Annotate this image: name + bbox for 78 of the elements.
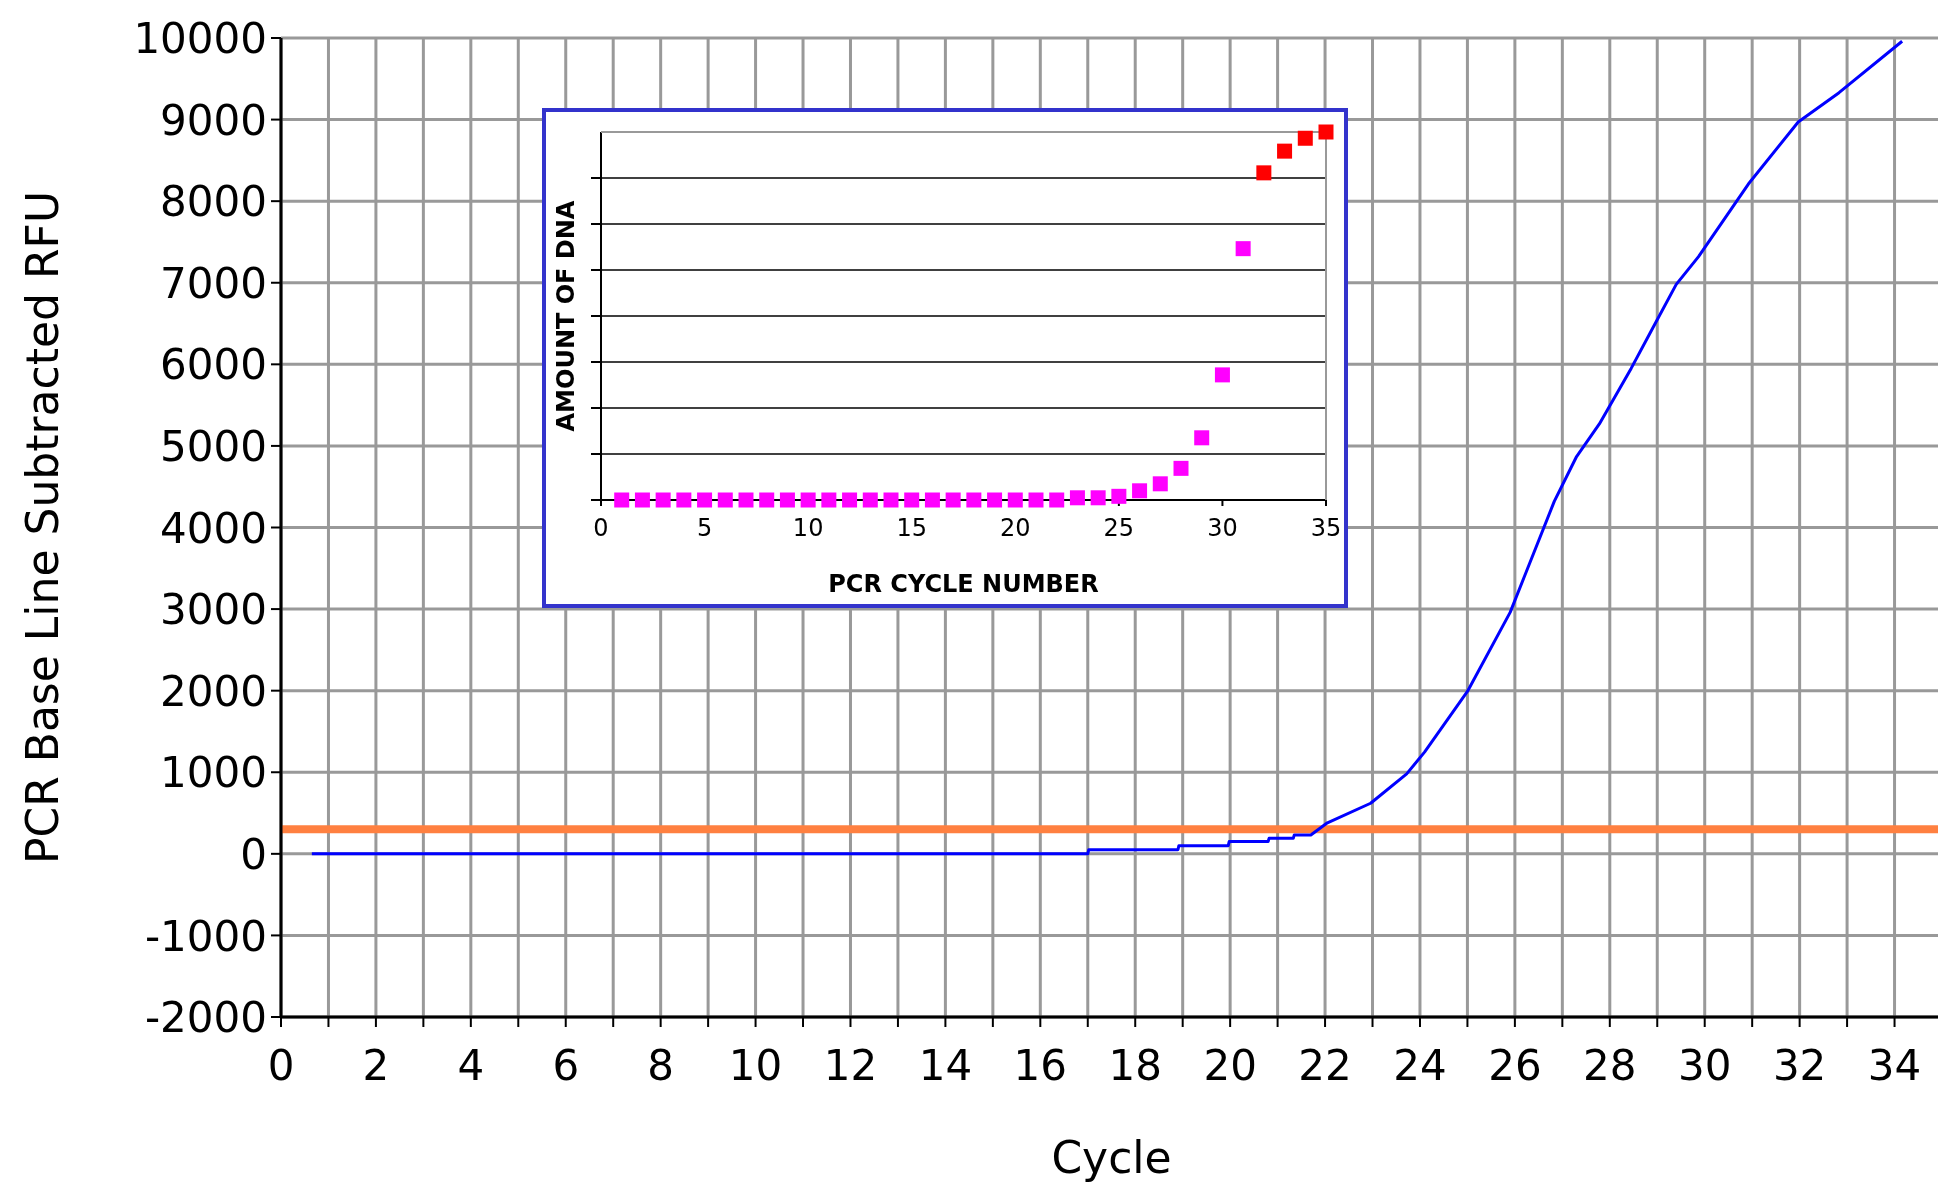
point: [1277, 143, 1293, 159]
point: [945, 492, 961, 508]
x-tick-label: 20: [1203, 1041, 1257, 1090]
y-tick-label: 8000: [160, 177, 267, 227]
x-tick-label: 22: [1298, 1041, 1352, 1090]
point: [759, 492, 775, 508]
y-tick-label: -2000: [144, 993, 267, 1043]
point: [883, 492, 899, 508]
x-tick-label: 0: [593, 514, 609, 542]
x-tick-label: 24: [1393, 1041, 1447, 1090]
y-tick-label: 6000: [160, 340, 267, 390]
point: [1152, 476, 1168, 492]
point: [1194, 430, 1210, 446]
y-tick-label: 1000: [160, 748, 267, 798]
x-tick-label: 12: [823, 1041, 878, 1090]
point: [842, 492, 858, 508]
x-tick-label: 6: [552, 1041, 580, 1090]
point: [697, 492, 713, 508]
y-axis-title: PCR Base Line Subtracted RFU: [17, 190, 68, 865]
x-tick-label: 8: [647, 1041, 675, 1090]
point: [924, 492, 940, 508]
point: [1235, 241, 1251, 257]
y-tick-label: 5000: [160, 422, 267, 472]
point: [717, 492, 733, 508]
point: [1214, 367, 1230, 383]
x-tick-label: 16: [1013, 1041, 1068, 1090]
x-tick-label: 15: [896, 514, 927, 542]
point: [904, 492, 920, 508]
x-tick-label: 30: [1207, 514, 1238, 542]
x-axis-title: Cycle: [1051, 1132, 1172, 1183]
point: [634, 492, 650, 508]
point: [987, 492, 1003, 508]
y-tick-label: 9000: [160, 95, 267, 145]
y-axis-title: AMOUNT OF DNA: [552, 200, 580, 432]
x-axis-title: PCR CYCLE NUMBER: [828, 570, 1099, 598]
y-tick-label: 7000: [160, 258, 267, 308]
point: [676, 492, 692, 508]
x-tick-label: 26: [1488, 1041, 1542, 1090]
point: [1049, 492, 1065, 508]
point: [614, 492, 630, 508]
y-tick-label: 4000: [160, 503, 267, 553]
x-tick-label: 10: [792, 514, 824, 542]
x-tick-label: 34: [1867, 1041, 1922, 1090]
point: [1111, 488, 1127, 504]
x-tick-label: 2: [362, 1041, 390, 1090]
x-tick-label: 25: [1103, 514, 1135, 542]
point: [800, 492, 816, 508]
point: [1069, 490, 1085, 506]
x-tick-label: 28: [1583, 1041, 1637, 1090]
y-tick-label: 0: [240, 829, 267, 879]
point: [821, 492, 837, 508]
point: [1297, 130, 1313, 146]
point: [1173, 460, 1189, 476]
x-tick-label: 20: [1000, 514, 1031, 542]
point: [1256, 165, 1272, 181]
x-tick-label: 14: [918, 1041, 973, 1090]
point: [1090, 490, 1106, 506]
point: [1318, 124, 1334, 140]
x-tick-label: 35: [1310, 514, 1342, 542]
point: [966, 492, 982, 508]
point: [1132, 483, 1148, 499]
y-tick-label: -1000: [144, 911, 267, 961]
point: [1028, 492, 1044, 508]
x-tick-label: 32: [1772, 1041, 1827, 1090]
point: [779, 492, 795, 508]
point: [738, 492, 754, 508]
point: [1007, 492, 1023, 508]
x-tick-label: 30: [1677, 1041, 1732, 1090]
line-series: [310, 39, 1904, 856]
y-tick-label: 2000: [160, 666, 267, 716]
x-tick-label: 10: [728, 1041, 783, 1090]
point: [862, 492, 878, 508]
y-tick-label: 3000: [160, 585, 267, 635]
y-tick-label: 10000: [133, 14, 267, 64]
x-tick-label: 5: [696, 514, 713, 542]
x-tick-label: 18: [1108, 1041, 1162, 1090]
x-tick-label: 4: [457, 1041, 485, 1090]
point: [655, 492, 671, 508]
